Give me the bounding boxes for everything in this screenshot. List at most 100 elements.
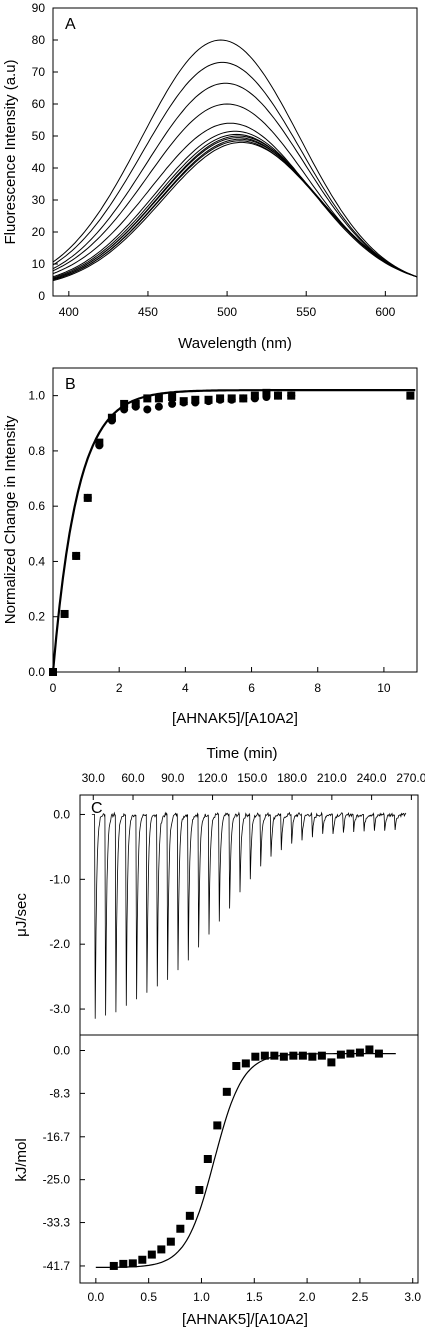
c-top-y-tick-label: 0.0 (53, 807, 70, 821)
panel-c-points (109, 1045, 383, 1270)
b-circle-point (95, 441, 104, 450)
b-x-tick-label: 2 (116, 681, 123, 695)
spectrum-curve-7 (52, 133, 418, 279)
a-y-tick-label: 60 (32, 97, 46, 111)
panel-c-top-y-axis-title: μJ/sec (13, 893, 30, 937)
b-circle-point (216, 395, 225, 404)
b-circle-point (131, 402, 140, 411)
spectrum-curve-2 (52, 61, 418, 278)
b-square-point (406, 391, 415, 400)
c-top-y-tick-label: -3.0 (49, 1002, 70, 1016)
panel-c-bottom-y-axis-title: kJ/mol (13, 1138, 30, 1181)
b-circle-point (179, 398, 188, 407)
panel-a-curves (52, 39, 418, 282)
c-heat-point (222, 1087, 231, 1096)
panel-b-x-axis-title: [AHNAK5]/[A10A2] (172, 710, 298, 727)
c-bottom-x-tick-label: 3.0 (404, 1290, 421, 1304)
spectrum-curve-6 (52, 130, 418, 278)
c-heat-point (365, 1045, 374, 1054)
c-time-tick-label: 30.0 (82, 771, 106, 785)
c-heat-point (251, 1052, 260, 1061)
c-heat-point (128, 1259, 137, 1268)
b-x-tick-label: 6 (248, 681, 255, 695)
c-heat-point (279, 1052, 288, 1061)
a-y-tick-label: 10 (32, 257, 46, 271)
b-circle-point (191, 398, 200, 407)
c-bottom-x-tick-label: 1.0 (193, 1290, 210, 1304)
panel-b-fit-curve (51, 389, 416, 673)
c-heat-point (195, 1186, 204, 1194)
c-heat-point (327, 1058, 336, 1067)
b-x-tick-label: 4 (182, 681, 189, 695)
b-circle-point (154, 402, 163, 411)
c-bottom-y-tick-label: -8.3 (49, 1086, 70, 1100)
panel-b-letter: B (65, 376, 76, 393)
c-time-tick-label: 60.0 (121, 771, 145, 785)
c-bottom-y-tick-label: -25.0 (43, 1173, 71, 1187)
spectrum-curve-3 (52, 82, 418, 278)
c-heat-point (308, 1052, 317, 1061)
a-y-tick-label: 0 (38, 289, 45, 303)
b-circle-point (143, 405, 152, 414)
panel-c-top-y-ticks: 0.0 -1.0 -2.0 -3.0 (49, 807, 85, 1016)
c-heat-point (147, 1250, 156, 1259)
b-circle-point (168, 399, 177, 408)
c-heat-point (336, 1050, 345, 1059)
b-y-tick-label: 0.2 (28, 610, 45, 624)
panel-c-bottom: 0.0 0.5 1.0 1.5 2.0 2.5 3.0 0.0 -8.3 -16.7 -25.0 -… (13, 1034, 421, 1328)
panel-c-thermogram-trace (91, 811, 407, 1019)
b-y-tick-label: 0.6 (28, 499, 45, 513)
b-square-point (168, 393, 177, 402)
c-time-tick-label: 210.0 (317, 771, 347, 785)
c-time-tick-label: 150.0 (237, 771, 267, 785)
c-bottom-x-tick-label: 2.0 (299, 1290, 316, 1304)
c-bottom-y-tick-label: -33.3 (43, 1216, 71, 1230)
panel-c-fit-curve (95, 1053, 396, 1268)
b-circle-point (262, 393, 271, 402)
c-heat-point (317, 1051, 326, 1060)
b-y-tick-label: 1.0 (28, 389, 45, 403)
panel-a-y-axis-title: Fluorescence Intensity (a.u) (2, 59, 19, 244)
c-time-tick-label: 90.0 (161, 771, 185, 785)
c-bottom-x-tick-label: 0.5 (140, 1290, 157, 1304)
c-heat-point (138, 1255, 147, 1264)
b-square-point (154, 394, 163, 403)
c-bottom-x-tick-label: 0.0 (88, 1290, 105, 1304)
spectrum-curve-8 (52, 135, 418, 280)
b-circle-point (120, 405, 129, 414)
c-time-tick-label: 270.0 (396, 771, 425, 785)
panel-c-top-frame (79, 794, 419, 1036)
panel-a-frame (52, 7, 418, 297)
c-heat-point (374, 1049, 383, 1058)
panel-c-bottom-x-axis-title: [AHNAK5]/[A10A2] (182, 1311, 308, 1328)
b-y-tick-label: 0.8 (28, 444, 45, 458)
b-x-tick-label: 8 (314, 681, 321, 695)
a-x-tick-label: 600 (375, 305, 395, 319)
c-bottom-x-tick-label: 2.5 (352, 1290, 369, 1304)
panel-b-points (49, 388, 415, 676)
c-heat-point (157, 1245, 166, 1254)
c-heat-point (232, 1062, 241, 1070)
c-bottom-y-tick-label: 0.0 (53, 1044, 70, 1058)
b-x-tick-label: 0 (50, 681, 57, 695)
panel-c-time-ticks: 30.0 60.0 90.0 120.0 150.0 180.0 210.0 240.0 270… (82, 771, 425, 800)
spectrum-curve-4 (52, 103, 418, 278)
b-square-point (262, 388, 271, 397)
b-circle-point (72, 551, 81, 560)
b-square-point (143, 394, 152, 403)
panel-c-time-axis-title: Time (min) (206, 745, 277, 762)
c-heat-point (176, 1224, 185, 1233)
c-heat-point (166, 1237, 175, 1246)
c-bottom-x-tick-label: 1.5 (246, 1290, 263, 1304)
spectrum-curve-12 (52, 141, 418, 282)
c-heat-point (289, 1051, 298, 1060)
panel-c-bottom-x-ticks: 0.0 0.5 1.0 1.5 2.0 2.5 3.0 (88, 1278, 421, 1304)
panel-b-x-ticks: 0 2 4 6 8 10 (50, 667, 391, 695)
b-circle-point (83, 493, 92, 502)
panel-c-top: Time (min) 30.0 60.0 90.0 120.0 150.0 180.0 21… (13, 745, 425, 1036)
a-x-tick-label: 550 (296, 305, 316, 319)
c-heat-point (260, 1051, 269, 1060)
a-y-tick-label: 40 (32, 161, 46, 175)
c-time-tick-label: 180.0 (277, 771, 307, 785)
